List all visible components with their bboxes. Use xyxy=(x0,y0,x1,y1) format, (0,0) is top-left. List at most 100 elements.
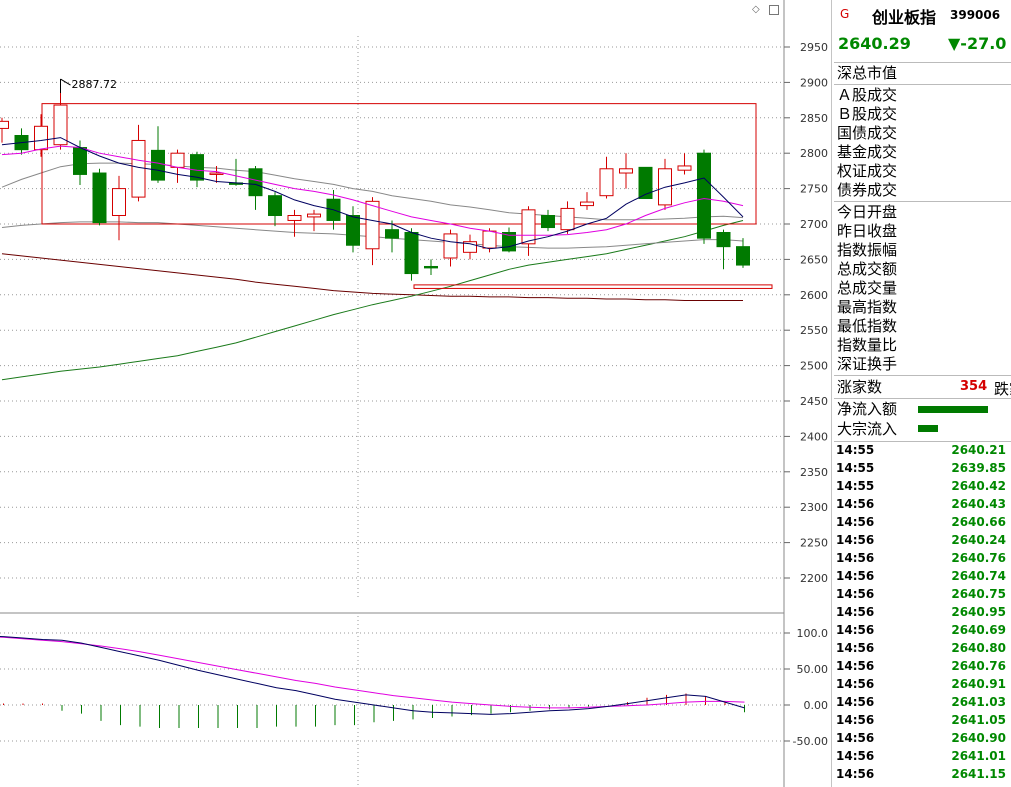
price-tick-label: 2450 xyxy=(800,395,828,408)
ma20-line xyxy=(1,162,744,221)
volume-label: Ａ股成交 xyxy=(837,86,898,104)
candle-body xyxy=(560,207,575,231)
candle-body xyxy=(346,215,360,246)
tick-price: 2640.66 xyxy=(951,515,1006,529)
candle-body xyxy=(638,166,653,200)
rise-count-label: 涨家数 xyxy=(837,378,883,396)
tick-price: 2640.75 xyxy=(951,587,1006,601)
tick-price: 2639.85 xyxy=(951,461,1006,475)
tick-price: 2640.76 xyxy=(951,551,1006,565)
candle-body xyxy=(482,230,497,249)
tick-time: 14:56 xyxy=(836,641,875,655)
indicator-tick-label: -50.00 xyxy=(793,735,828,748)
tick-price: 2640.43 xyxy=(951,497,1006,511)
candle-body xyxy=(424,265,438,269)
candle-body xyxy=(307,213,321,218)
tick-price: 2640.69 xyxy=(951,623,1006,637)
candle-body xyxy=(736,246,750,266)
candle-body xyxy=(697,152,711,239)
macd-dea-line xyxy=(0,636,745,709)
tick-time: 14:55 xyxy=(836,461,875,475)
tick-time: 14:56 xyxy=(836,695,875,709)
macd-dif-line xyxy=(0,635,745,715)
price-tick-label: 2850 xyxy=(800,112,828,125)
tick-price: 2640.76 xyxy=(951,659,1006,673)
diamond-icon[interactable]: ◇ xyxy=(752,4,760,15)
candle-body xyxy=(151,149,165,181)
candle-body xyxy=(463,241,477,253)
candle-body xyxy=(0,120,9,129)
stat-label: 总成交量 xyxy=(837,279,898,297)
quote-panel: G 创业板指 399006 2640.29 ▼-27.0 深总市值 Ａ股成交 Ｂ股成… xyxy=(834,0,1011,787)
price-tick-label: 2800 xyxy=(800,147,828,160)
divider xyxy=(834,441,1011,442)
price-tick-label: 2650 xyxy=(800,253,828,266)
kline-chart[interactable]: 2950 2900 2850 2800 2750 2700 2650 2600 2550 2500… xyxy=(0,0,832,787)
price-tick-label: 2200 xyxy=(800,572,828,585)
tick-price: 2640.90 xyxy=(951,731,1006,745)
candle-body xyxy=(677,165,692,171)
tick-price: 2641.05 xyxy=(951,713,1006,727)
tick-price: 2640.21 xyxy=(951,443,1006,457)
tick-price: 2640.74 xyxy=(951,569,1006,583)
candle-body xyxy=(599,168,614,197)
kline-svg: 2950 2900 2850 2800 2750 2700 2650 2600 2550 2500… xyxy=(0,0,832,787)
block-inflow-bar xyxy=(918,425,939,432)
tick-price: 2641.03 xyxy=(951,695,1006,709)
index-code: 399006 xyxy=(950,8,1001,22)
candle-body xyxy=(170,152,185,168)
tick-time: 14:56 xyxy=(836,713,875,727)
candle-body xyxy=(619,168,633,174)
candle-body xyxy=(268,195,282,217)
current-price: 2640.29 xyxy=(838,34,911,53)
tick-time: 14:56 xyxy=(836,605,875,619)
tick-price: 2641.01 xyxy=(951,749,1006,763)
candle-body xyxy=(92,172,107,224)
block-inflow-label: 大宗流入 xyxy=(837,420,898,438)
fall-count-label: 跌家 xyxy=(994,380,1011,398)
divider xyxy=(834,84,1011,85)
divider xyxy=(834,398,1011,399)
tick-time: 14:56 xyxy=(836,587,875,601)
price-tick-label: 2750 xyxy=(800,183,828,196)
tick-time: 14:55 xyxy=(836,479,875,493)
tick-time: 14:56 xyxy=(836,569,875,583)
stat-label: 最高指数 xyxy=(837,298,898,316)
net-inflow-bar xyxy=(918,406,988,413)
candle-body xyxy=(404,231,419,275)
stat-label: 指数振幅 xyxy=(837,241,898,259)
range-box-lower xyxy=(413,284,773,289)
tick-time: 14:56 xyxy=(836,623,875,637)
tick-time: 14:56 xyxy=(836,749,875,763)
candle-body xyxy=(521,209,536,245)
tick-price: 2640.42 xyxy=(951,479,1006,493)
maximize-icon[interactable] xyxy=(769,5,779,15)
tick-time: 14:55 xyxy=(836,443,875,457)
candle-body xyxy=(287,215,302,221)
price-tick-label: 2700 xyxy=(800,218,828,231)
volume-label: 债券成交 xyxy=(837,181,898,199)
stat-label: 最低指数 xyxy=(837,317,898,335)
tick-price: 2640.91 xyxy=(951,677,1006,691)
price-tick-label: 2350 xyxy=(800,466,828,479)
candle-body xyxy=(365,200,380,250)
indicator-tick-label: 50.00 xyxy=(797,663,829,676)
price-tick-label: 2600 xyxy=(800,289,828,302)
divider xyxy=(834,375,1011,376)
tick-time: 14:56 xyxy=(836,659,875,673)
net-inflow-label: 净流入额 xyxy=(837,400,898,418)
indicator-tick-label: 100.0 xyxy=(797,627,829,640)
stat-label: 今日开盘 xyxy=(837,203,898,221)
rise-count: 354 xyxy=(960,379,988,394)
tick-time: 14:56 xyxy=(836,551,875,565)
volume-label: 基金成交 xyxy=(837,143,898,161)
candle-body xyxy=(73,147,87,175)
tick-time: 14:56 xyxy=(836,533,875,547)
stat-label: 深证换手 xyxy=(837,355,898,373)
candle-body xyxy=(541,215,555,229)
volume-label: Ｂ股成交 xyxy=(837,105,898,123)
divider xyxy=(834,201,1011,202)
g-icon[interactable]: G xyxy=(840,7,850,21)
tick-price: 2640.24 xyxy=(951,533,1006,547)
ma250-line xyxy=(1,253,743,301)
